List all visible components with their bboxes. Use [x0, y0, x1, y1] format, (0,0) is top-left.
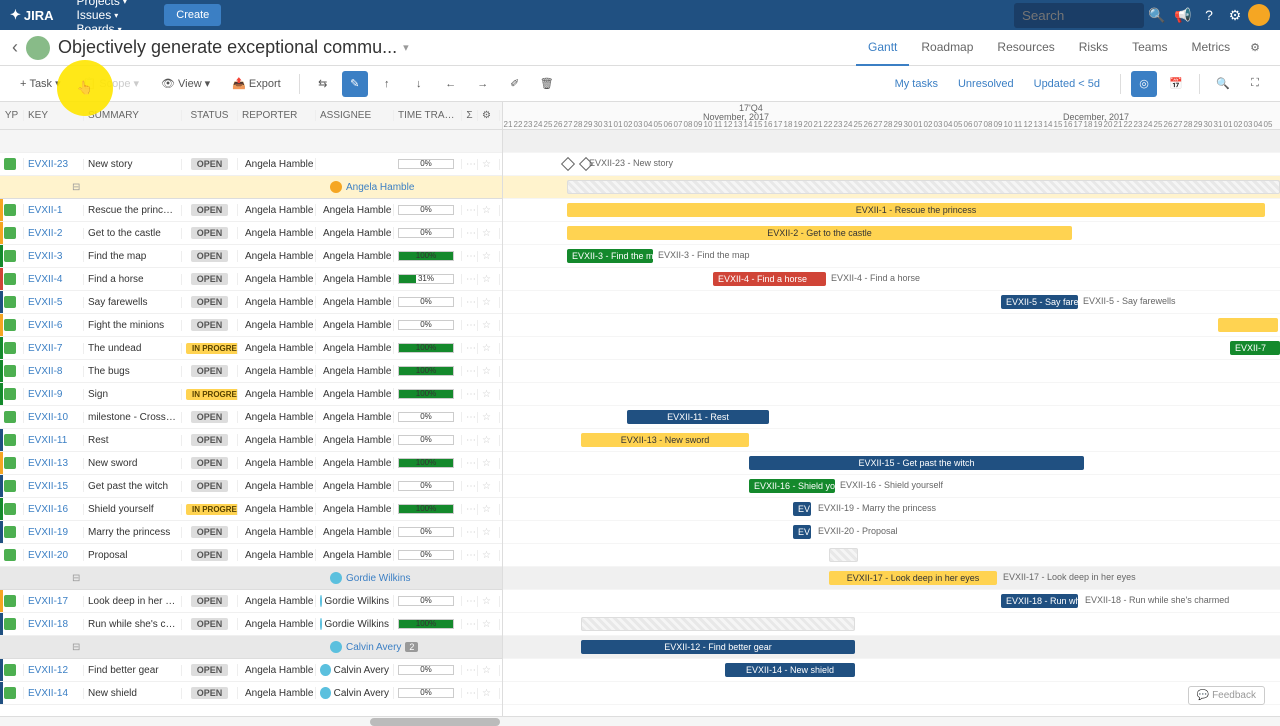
horizontal-scrollbar[interactable] — [0, 716, 1280, 726]
task-row[interactable]: EVXII-9SignIN PROGRESSAngela HambleAngel… — [0, 383, 502, 406]
arrow-left-icon[interactable]: ← — [438, 71, 464, 97]
view-button[interactable]: 👁 View ▾ — [153, 73, 218, 94]
gantt-bar[interactable] — [1218, 318, 1278, 332]
group-row[interactable]: Gordie Wilkins⊟ — [0, 567, 502, 590]
task-row[interactable]: EVXII-19Marry the princessOPENAngela Ham… — [0, 521, 502, 544]
user-avatar[interactable] — [1248, 4, 1270, 26]
arrow-down-icon[interactable]: ↓ — [406, 71, 432, 97]
gantt-bar[interactable]: EV — [793, 502, 811, 516]
calendar-icon[interactable]: 📅 — [1163, 71, 1189, 97]
edit-icon[interactable]: ✎ — [342, 71, 368, 97]
project-avatar — [26, 36, 50, 60]
top-navigation: ✦ JIRA Dashboards ▾Projects ▾Issues ▾Boa… — [0, 0, 1280, 30]
col-sigma[interactable]: Σ — [462, 110, 478, 121]
back-button[interactable]: ‹ — [12, 37, 18, 58]
task-row[interactable]: EVXII-13New swordOPENAngela HambleAngela… — [0, 452, 502, 475]
gantt-bar[interactable]: EVXII-16 - Shield yours — [749, 479, 835, 493]
task-row[interactable]: EVXII-2Get to the castleOPENAngela Hambl… — [0, 222, 502, 245]
task-row[interactable]: EVXII-16Shield yourselfIN PROGRESSAngela… — [0, 498, 502, 521]
gantt-panel: 17'Q4 November, 2017 December, 2017 2122… — [503, 102, 1280, 716]
task-row[interactable]: EVXII-14New shieldOPENAngela HambleCalvi… — [0, 682, 502, 705]
task-row[interactable]: EVXII-18Run while she's charmOPENAngela … — [0, 613, 502, 636]
gear-icon[interactable]: ⚙ — [1242, 31, 1268, 64]
gantt-bar[interactable] — [581, 617, 855, 631]
task-row[interactable]: EVXII-11RestOPENAngela HambleAngela Hamb… — [0, 429, 502, 452]
notifications-icon[interactable]: 📢 — [1170, 7, 1196, 24]
link-icon[interactable]: ⇆ — [310, 71, 336, 97]
trash-icon[interactable]: 🗑 — [534, 71, 560, 97]
gantt-bar[interactable]: EVXII-3 - Find the map — [567, 249, 653, 263]
task-row[interactable]: EVXII-1Rescue the princessOPENAngela Ham… — [0, 199, 502, 222]
col-status[interactable]: STATUS — [182, 110, 238, 121]
highlight-cursor: 👆 — [57, 60, 113, 116]
arrow-right-icon[interactable]: → — [470, 71, 496, 97]
settings-icon[interactable]: ⚙ — [1222, 7, 1248, 24]
gantt-bar[interactable]: EVXII-14 - New shield — [725, 663, 855, 677]
tab-resources[interactable]: Resources — [985, 30, 1066, 66]
group-row[interactable]: Calvin Avery2⊟ — [0, 636, 502, 659]
col-assignee[interactable]: ASSIGNEE — [316, 110, 394, 121]
tab-metrics[interactable]: Metrics — [1179, 30, 1242, 66]
tab-risks[interactable]: Risks — [1067, 30, 1120, 66]
col-timetracking[interactable]: TIME TRACKING — [394, 110, 462, 121]
gantt-bar[interactable]: EV — [793, 525, 811, 539]
task-row[interactable]: EVXII-3Find the mapOPENAngela HambleAnge… — [0, 245, 502, 268]
target-icon[interactable]: ◎ — [1131, 71, 1157, 97]
group-row[interactable]: Angela Hamble⊟ — [0, 176, 502, 199]
export-button[interactable]: 📤 Export — [224, 73, 289, 94]
project-header: ‹ Objectively generate exceptional commu… — [0, 30, 1280, 66]
tab-roadmap[interactable]: Roadmap — [909, 30, 985, 66]
task-row[interactable]: EVXII-6Fight the minionsOPENAngela Hambl… — [0, 314, 502, 337]
fullscreen-icon[interactable]: ⛶ — [1242, 71, 1268, 97]
search-tool-icon[interactable]: 🔍 — [1210, 71, 1236, 97]
filter-link[interactable]: My tasks — [885, 78, 948, 90]
filter-link[interactable]: Updated < 5d — [1024, 78, 1110, 90]
gantt-bar[interactable]: EVXII-4 - Find a horse — [713, 272, 826, 286]
gantt-bar[interactable]: EVXII-5 - Say farew — [1001, 295, 1078, 309]
task-list-panel: YP KEY SUMMARY STATUS REPORTER ASSIGNEE … — [0, 102, 503, 716]
project-title: Objectively generate exceptional commu..… — [58, 37, 397, 58]
create-button[interactable]: Create — [164, 4, 221, 26]
gantt-bar[interactable]: EVXII-2 - Get to the castle — [567, 226, 1072, 240]
task-row[interactable]: EVXII-5Say farewellsOPENAngela HambleAng… — [0, 291, 502, 314]
gantt-bar[interactable] — [829, 548, 858, 562]
pencil-icon[interactable]: ✐ — [502, 71, 528, 97]
task-row[interactable]: EVXII-15Get past the witchOPENAngela Ham… — [0, 475, 502, 498]
gantt-bar[interactable]: EVXII-7 — [1230, 341, 1280, 355]
col-type[interactable]: YP — [0, 110, 24, 121]
timeline-header: 17'Q4 November, 2017 December, 2017 2122… — [503, 102, 1280, 130]
search-input[interactable] — [1014, 3, 1144, 28]
nav-issues[interactable]: Issues ▾ — [69, 8, 157, 22]
filter-link[interactable]: Unresolved — [948, 78, 1024, 90]
task-row[interactable]: EVXII-17Look deep in her eyesOPENAngela … — [0, 590, 502, 613]
gantt-bar[interactable]: EVXII-15 - Get past the witch — [749, 456, 1084, 470]
gantt-bar[interactable]: EVXII-11 - Rest — [627, 410, 769, 424]
task-row[interactable]: EVXII-12Find better gearOPENAngela Hambl… — [0, 659, 502, 682]
toolbar: + Task ▾ 📋 Scope ▾ 👁 View ▾ 📤 Export ⇆ ✎… — [0, 66, 1280, 102]
gantt-bar[interactable]: EVXII-12 - Find better gear — [581, 640, 855, 654]
task-row[interactable]: EVXII-23New storyOPENAngela Hamble0%⋯☆ — [0, 153, 502, 176]
tab-gantt[interactable]: Gantt — [856, 30, 909, 66]
task-row[interactable]: EVXII-4Find a horseOPENAngela HambleAnge… — [0, 268, 502, 291]
col-settings-icon[interactable]: ⚙ — [478, 110, 500, 121]
jira-logo[interactable]: ✦ JIRA — [10, 7, 54, 23]
search-icon[interactable]: 🔍 — [1144, 7, 1170, 24]
arrow-up-icon[interactable]: ↑ — [374, 71, 400, 97]
gantt-bar[interactable] — [567, 180, 1280, 194]
task-row[interactable]: EVXII-8The bugsOPENAngela HambleAngela H… — [0, 360, 502, 383]
task-row[interactable]: EVXII-10milestone - CrossroadsOPENAngela… — [0, 406, 502, 429]
feedback-button[interactable]: 💬 Feedback — [1188, 686, 1265, 705]
gantt-bar[interactable]: EVXII-17 - Look deep in her eyes — [829, 571, 997, 585]
gantt-bar[interactable]: EVXII-13 - New sword — [581, 433, 749, 447]
nav-boards[interactable]: Boards ▾ — [69, 22, 157, 36]
gantt-bar[interactable]: EVXII-1 - Rescue the princess — [567, 203, 1265, 217]
task-row[interactable]: EVXII-7The undeadIN PROGRESSAngela Hambl… — [0, 337, 502, 360]
help-icon[interactable]: ? — [1196, 7, 1222, 23]
task-row[interactable]: EVXII-20ProposalOPENAngela HambleAngela … — [0, 544, 502, 567]
col-reporter[interactable]: REPORTER — [238, 110, 316, 121]
tab-teams[interactable]: Teams — [1120, 30, 1179, 66]
gantt-bar[interactable]: EVXII-18 - Run while sh — [1001, 594, 1078, 608]
nav-projects[interactable]: Projects ▾ — [69, 0, 157, 8]
